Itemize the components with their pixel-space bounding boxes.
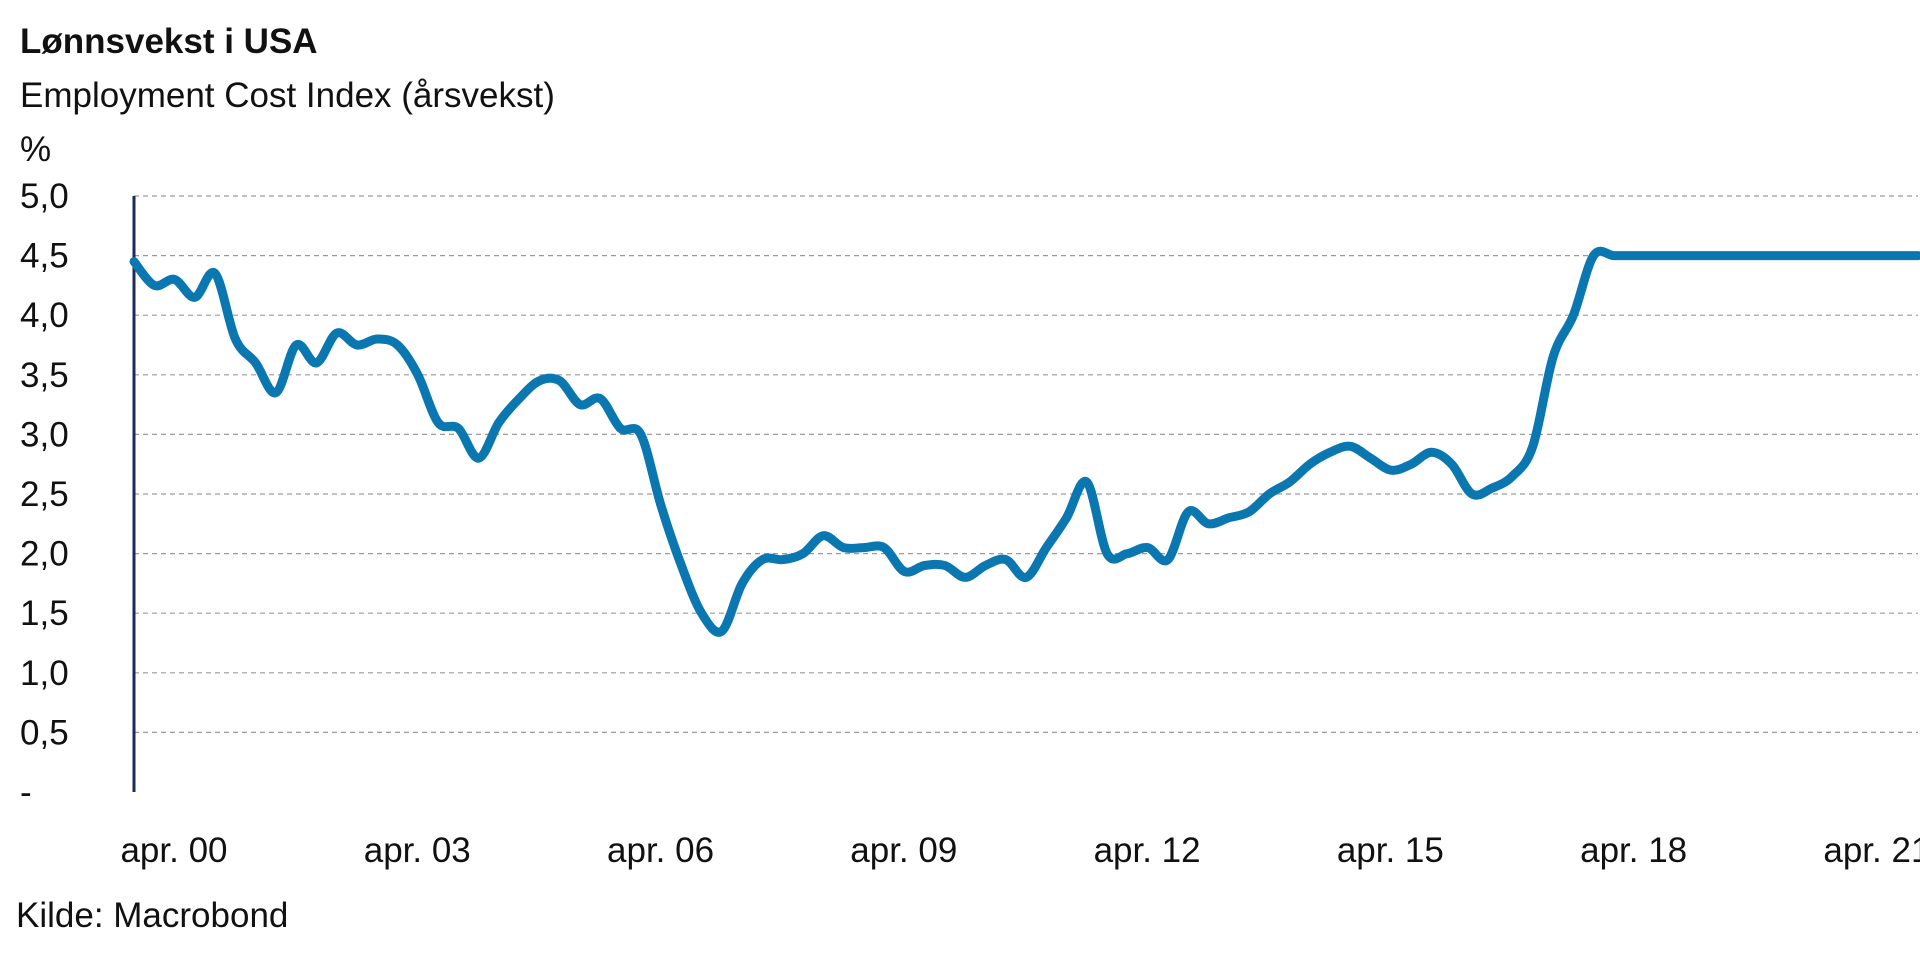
- y-axis-ticks: 5,0 4,5 4,0 3,5 3,0 2,5 2,0 1,5 1,0 0,5 -: [20, 177, 69, 812]
- y-tick-label: 4,5: [20, 237, 69, 276]
- chart-subtitle: Employment Cost Index (årsvekst): [20, 76, 555, 115]
- x-tick-label: apr. 06: [607, 831, 714, 870]
- y-tick-label: 3,5: [20, 356, 69, 395]
- y-axis-unit-label: %: [20, 130, 52, 169]
- x-tick-label: apr. 12: [1094, 831, 1201, 870]
- chart-title: Lønnsvekst i USA: [20, 22, 318, 61]
- y-tick-label: -: [20, 773, 32, 812]
- source-note: Kilde: Macrobond: [16, 896, 289, 935]
- y-tick-label: 1,5: [20, 594, 69, 633]
- x-tick-label: apr. 03: [364, 831, 471, 870]
- y-tick-label: 2,5: [20, 475, 69, 514]
- y-tick-label: 1,0: [20, 654, 69, 693]
- y-tick-label: 3,0: [20, 415, 69, 454]
- x-tick-label: apr. 18: [1580, 831, 1687, 870]
- gridlines: [134, 195, 1918, 734]
- y-tick-label: 5,0: [20, 177, 69, 216]
- x-tick-label: apr. 15: [1337, 831, 1444, 870]
- series-line: [129, 246, 1920, 637]
- y-tick-label: 4,0: [20, 296, 69, 335]
- x-tick-label: apr. 09: [850, 831, 957, 870]
- y-tick-label: 2,0: [20, 535, 69, 574]
- x-axis-ticks: apr. 00 apr. 03 apr. 06 apr. 09 apr. 12 apr. …: [120, 831, 1920, 870]
- x-tick-label: apr. 00: [120, 831, 227, 870]
- y-tick-label: 0,5: [20, 713, 69, 752]
- x-tick-label: apr. 21: [1823, 831, 1920, 870]
